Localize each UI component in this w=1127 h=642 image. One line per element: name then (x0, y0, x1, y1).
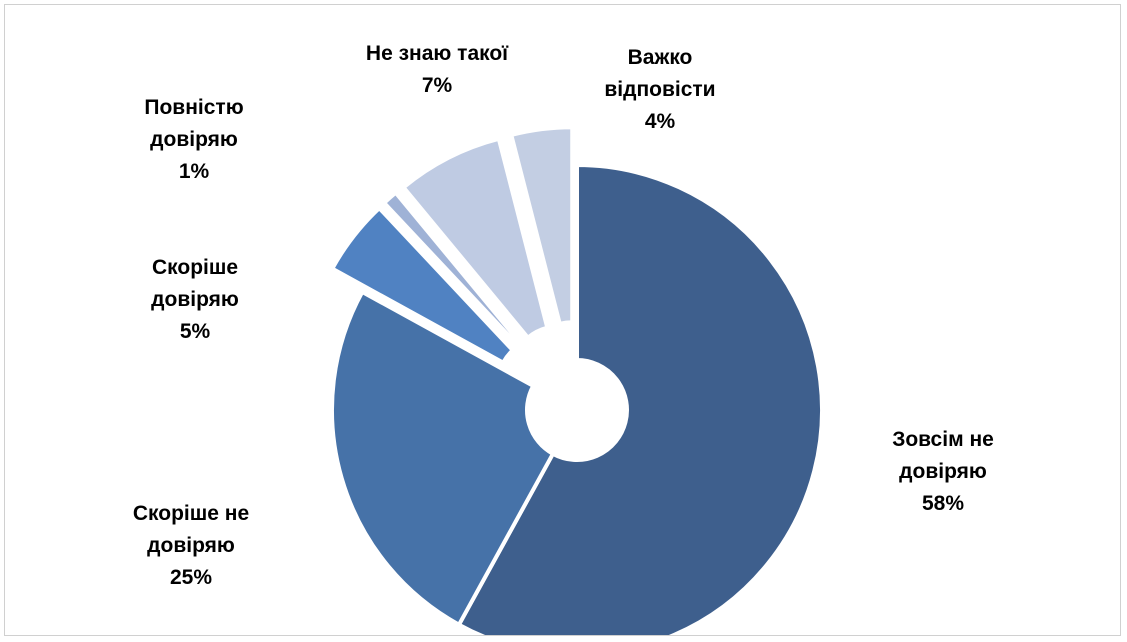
pie-slice (330, 206, 515, 365)
slice-label-line: відповісти (604, 78, 716, 101)
slice-label-vazhko-vidpovisty: Важко відповісти 4% (604, 42, 715, 138)
pie-slice (456, 163, 824, 635)
slice-label-line: Скоріше не (132, 502, 250, 525)
slice-label-line: Скоріше (151, 256, 239, 279)
slice-label-line: Важко (627, 46, 693, 69)
slice-value-label: 5% (179, 320, 211, 343)
slice-label-skorishe-doviriaiu: Скоріше довіряю 5% (151, 252, 239, 348)
slice-value-label: 4% (644, 110, 676, 133)
slice-value-label: 25% (169, 566, 213, 589)
slice-label-povnistiu-doviriaiu: Повністю довіряю 1% (144, 92, 243, 188)
slice-label-line: довіряю (899, 460, 987, 483)
slice-label-line: довіряю (147, 534, 235, 557)
slice-label-line: Повністю (144, 96, 244, 119)
pie-slice (382, 190, 522, 348)
pie-slice (330, 289, 555, 627)
slice-value-label: 7% (421, 74, 453, 97)
slice-label-line: Не знаю такої (365, 42, 509, 65)
chart-area: Зовсім не довіряю 58% Скоріше не довіряю… (4, 4, 1121, 636)
slice-label-ne-znaiu-takoi: Не знаю такої 7% (366, 38, 508, 102)
slice-label-zovsim-ne-doviriaiu: Зовсім не довіряю 58% (892, 424, 994, 520)
slice-label-line: довіряю (151, 288, 239, 311)
pie-slice (509, 125, 575, 326)
slice-value-label: 58% (921, 492, 965, 515)
pie-chart (330, 125, 824, 635)
slice-label-line: Зовсім не (892, 428, 994, 451)
slice-label-line: довіряю (150, 128, 238, 151)
slice-label-skorishe-ne-doviriaiu: Скоріше не довіряю 25% (133, 498, 249, 594)
slice-value-label: 1% (178, 160, 210, 183)
pie-slice (401, 136, 550, 340)
